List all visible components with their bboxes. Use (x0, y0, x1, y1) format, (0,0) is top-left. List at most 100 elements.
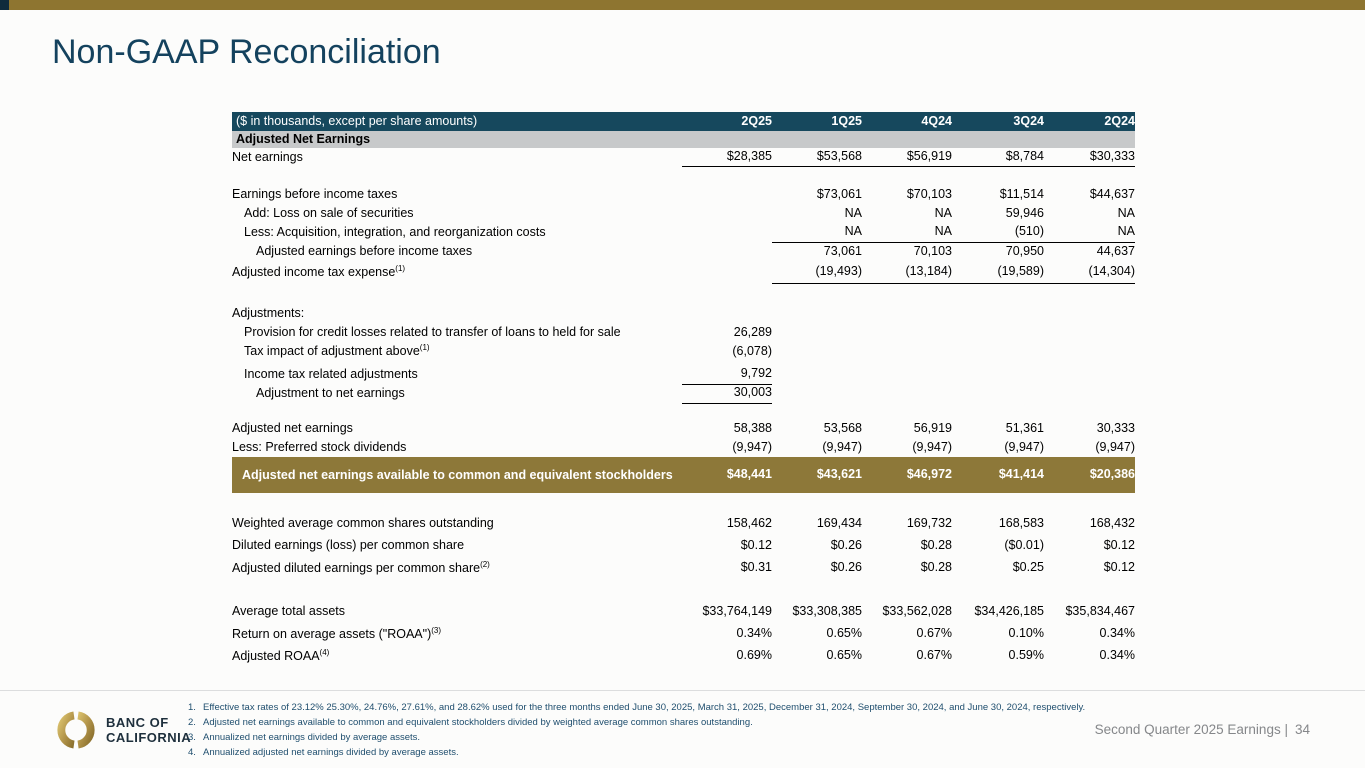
table-section-header: Adjusted Net Earnings (232, 131, 1135, 148)
footnote-text: Effective tax rates of 23.12% 25.30%, 24… (203, 702, 1086, 713)
cell: NA (1117, 224, 1135, 239)
company-logo: BANC OF CALIFORNIA (55, 709, 191, 751)
column-header: 2Q24 (1104, 113, 1135, 128)
cell: $35,834,467 (1065, 604, 1135, 619)
cell: 51,361 (1005, 420, 1044, 435)
logo-wordmark: BANC OF CALIFORNIA (106, 715, 191, 746)
table-row: Return on average assets ("ROAA")(3) 0.34… (232, 623, 1135, 645)
row-values-rest: 53,568 56,919 51,361 30,333 (772, 419, 1135, 438)
footer-deck-title: Second Quarter 2025 Earnings | (1094, 722, 1288, 737)
cell: $70,103 (906, 186, 952, 201)
cell: 0.34% (1099, 626, 1135, 641)
cell: 0.67% (916, 626, 952, 641)
row-values-rest (772, 384, 1135, 403)
row-values: 30,003 (682, 384, 1135, 404)
reconciliation-table: ($ in thousands, except per share amount… (232, 112, 1135, 667)
row-label: Less: Preferred stock dividends (232, 439, 407, 454)
footnote-number: 1. (188, 702, 196, 713)
table-row: Adjusted net earnings available to commo… (232, 457, 1135, 493)
row-label: Average total assets (232, 604, 346, 619)
cell: 0.65% (826, 626, 862, 641)
row-values-rest: NA NA (510) NA (772, 223, 1135, 243)
cell: 70,950 (1005, 243, 1044, 258)
cell: (9,947) (1004, 439, 1044, 454)
cell: NA (934, 224, 952, 239)
footer-divider (0, 690, 1365, 691)
cell: 0.10% (1008, 626, 1044, 641)
footnote-text: Annualized net earnings divided by avera… (203, 732, 421, 743)
footnote: 4. Annualized adjusted net earnings divid… (188, 745, 1140, 760)
cell: (9,947) (912, 439, 952, 454)
row-values: 9,792 (682, 365, 1135, 385)
cell: (19,493) (815, 263, 862, 278)
cell: $33,764,149 (702, 604, 772, 619)
top-accent-corner (0, 0, 9, 10)
footnotes: 1. Effective tax rates of 23.12% 25.30%, … (188, 700, 1140, 760)
cell: 30,333 (1096, 420, 1135, 435)
cell: $0.25 (1012, 560, 1044, 575)
row-values-rest: 0.65% 0.67% 0.10% 0.34% (772, 623, 1135, 645)
logo-line2: CALIFORNIA (106, 730, 192, 745)
cell: $0.12 (740, 538, 772, 553)
spacer-row (232, 283, 1135, 304)
table-row: Net earnings $28,385 $53,568 $56,919 $8,784 $… (232, 148, 1135, 167)
cell: 0.34% (736, 626, 772, 641)
cell: 0.67% (916, 648, 952, 663)
cell: 59,946 (1005, 205, 1044, 220)
cell: NA (1117, 205, 1135, 220)
row-values: 158,462 169,434 169,732 168,583 168,432 (682, 513, 1135, 535)
row-label: Adjustment to net earnings (256, 385, 405, 400)
row-values (682, 304, 1135, 323)
row-label: Adjusted net earnings (232, 420, 353, 435)
table-row: Average total assets $33,764,149 $33,308,3… (232, 601, 1135, 623)
cell: $53,568 (816, 149, 862, 164)
table-body: Net earnings $28,385 $53,568 $56,919 $8,784 $… (232, 148, 1135, 667)
footer-page-label: Second Quarter 2025 Earnings | 34 (1095, 722, 1310, 737)
row-values: $33,764,149 $33,308,385 $33,562,028 $34,426… (682, 601, 1135, 623)
table-header-row: ($ in thousands, except per share amount… (232, 112, 1135, 131)
cell: (19,589) (997, 263, 1044, 278)
row-values: 58,388 53,568 56,919 51,361 30,333 (682, 419, 1135, 438)
cell: $20,386 (1089, 467, 1135, 482)
row-label: Less: Acquisition, integration, and reor… (244, 224, 546, 239)
cell: $43,621 (816, 467, 862, 482)
row-values-rest: 0.65% 0.67% 0.59% 0.34% (772, 645, 1135, 667)
table-row: Provision for credit losses related to t… (232, 323, 1135, 342)
cell: $28,385 (726, 149, 772, 164)
cell: $33,562,028 (882, 604, 952, 619)
row-values-rest: 73,061 70,103 70,950 44,637 (772, 242, 1135, 261)
cell: 0.69% (736, 648, 772, 663)
column-header: 2Q25 (741, 113, 772, 128)
table-row: Adjusted net earnings 58,388 53,568 56,919 5… (232, 419, 1135, 438)
table-row: Adjusted diluted earnings per common sha… (232, 557, 1135, 579)
cell: $0.31 (740, 560, 772, 575)
row-values: 73,061 70,103 70,950 44,637 (682, 242, 1135, 261)
cell: 0.65% (826, 648, 862, 663)
cell: 58,388 (733, 420, 772, 435)
table-row: Adjusted earnings before income taxes 73,… (232, 242, 1135, 261)
cell: 0.59% (1008, 648, 1044, 663)
cell: (9,947) (732, 439, 772, 454)
cell: 53,568 (823, 420, 862, 435)
cell: 168,432 (1089, 516, 1135, 531)
row-values: 0.69% 0.65% 0.67% 0.59% 0.34% (682, 645, 1135, 667)
row-values: $28,385 $53,568 $56,919 $8,784 $30,333 (682, 148, 1135, 167)
row-values-rest: $0.26 $0.28 ($0.01) $0.12 (772, 535, 1135, 557)
footnote: 3. Annualized net earnings divided by ave… (188, 730, 1140, 745)
table-row: Tax impact of adjustment above(1) (6,078) (232, 342, 1135, 361)
cell: $0.28 (920, 560, 952, 575)
table-header-columns: 2Q25 1Q25 4Q24 3Q24 2Q24 (682, 113, 1135, 129)
cell: $56,919 (906, 149, 952, 164)
cell: $0.26 (830, 538, 862, 553)
row-values: $73,061 $70,103 $11,514 $44,637 (682, 185, 1135, 204)
row-label: Adjusted ROAA(4) (232, 647, 330, 663)
cell: NA (844, 224, 862, 239)
cell: (13,184) (905, 263, 952, 278)
table-row: Income tax related adjustments 9,792 (232, 365, 1135, 385)
row-values-rest (772, 365, 1135, 384)
row-values-rest (772, 323, 1135, 342)
row-label: Provision for credit losses related to t… (244, 324, 621, 339)
row-label: Adjusted net earnings available to commo… (242, 467, 673, 482)
row-label: Income tax related adjustments (244, 366, 418, 381)
row-label: Earnings before income taxes (232, 186, 398, 201)
